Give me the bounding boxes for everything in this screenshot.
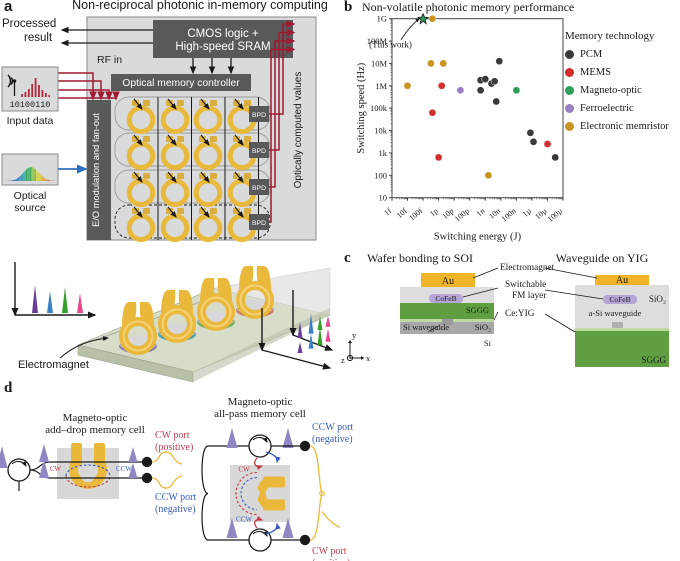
svg-text:Input data: Input data: [7, 115, 54, 127]
svg-text:1f: 1f: [382, 206, 393, 217]
svg-text:100p: 100p: [453, 206, 471, 223]
svg-text:Switching energy (J): Switching energy (J): [434, 232, 522, 243]
svg-text:Electromagnet: Electromagnet: [18, 359, 89, 371]
svg-text:source: source: [14, 202, 46, 214]
svg-text:a-Si waveguide: a-Si waveguide: [589, 308, 642, 318]
svg-text:10100110: 10100110: [10, 100, 51, 110]
svg-text:CMOS logic +: CMOS logic +: [187, 28, 259, 40]
svg-text:10n: 10n: [487, 206, 502, 221]
svg-text:Switching speed (Hz): Switching speed (Hz): [356, 62, 367, 153]
svg-text:1M: 1M: [375, 81, 387, 91]
svg-text:Si waveguide: Si waveguide: [403, 322, 449, 332]
svg-text:BPD: BPD: [252, 220, 266, 227]
svg-text:SiO₂: SiO₂: [649, 294, 666, 304]
svg-text:10f: 10f: [395, 206, 409, 220]
svg-text:y: y: [352, 330, 357, 340]
svg-text:Waveguide on YIG: Waveguide on YIG: [556, 251, 649, 265]
svg-text:1G: 1G: [377, 14, 387, 24]
svg-text:Optical: Optical: [14, 190, 47, 202]
svg-text:10k: 10k: [374, 126, 388, 136]
svg-text:add–drop memory cell: add–drop memory cell: [45, 424, 145, 436]
svg-text:Si: Si: [484, 338, 492, 348]
svg-text:Au: Au: [616, 275, 628, 286]
svg-text:SGGG: SGGG: [641, 355, 666, 365]
svg-text:RF in: RF in: [97, 54, 122, 66]
svg-text:CW: CW: [50, 465, 62, 473]
svg-text:(negative): (negative): [155, 504, 196, 515]
svg-text:CCW port: CCW port: [155, 492, 196, 503]
svg-text:(This work): (This work): [369, 40, 412, 50]
svg-text:FM layer: FM layer: [512, 291, 547, 301]
svg-text:High-speed SRAM: High-speed SRAM: [175, 41, 270, 53]
svg-text:SiO₂: SiO₂: [475, 322, 491, 332]
svg-text:result: result: [24, 32, 53, 44]
svg-text:1n: 1n: [475, 206, 487, 218]
svg-text:(negative): (negative): [312, 434, 353, 445]
svg-text:a: a: [4, 0, 13, 15]
svg-text:1p: 1p: [428, 206, 440, 218]
svg-text:z: z: [341, 355, 345, 365]
svg-text:100µ: 100µ: [546, 206, 565, 224]
svg-text:d: d: [4, 380, 13, 396]
svg-text:100: 100: [374, 170, 387, 180]
svg-text:CCW: CCW: [236, 516, 252, 524]
svg-text:x: x: [366, 353, 371, 363]
svg-text:10M: 10M: [371, 58, 388, 68]
svg-text:CoFeB: CoFeB: [609, 295, 630, 304]
svg-text:Wafer bonding to SOI: Wafer bonding to SOI: [367, 251, 473, 265]
svg-text:Switchable: Switchable: [505, 280, 546, 290]
svg-text:b: b: [344, 0, 352, 15]
svg-text:all-pass memory cell: all-pass memory cell: [214, 408, 306, 420]
svg-text:BPD: BPD: [252, 112, 266, 119]
svg-text:Optical memory controller: Optical memory controller: [122, 78, 240, 89]
svg-text:CCW: CCW: [116, 465, 132, 473]
svg-text:1k: 1k: [379, 148, 388, 158]
svg-text:Electromagnet: Electromagnet: [500, 263, 555, 273]
svg-text:1µ: 1µ: [521, 206, 534, 219]
svg-text:Processed: Processed: [2, 18, 56, 30]
svg-text:BPD: BPD: [252, 148, 266, 155]
svg-text:c: c: [344, 250, 351, 266]
svg-text:BPD: BPD: [252, 185, 266, 192]
svg-text:Magneto-optic: Magneto-optic: [63, 412, 128, 424]
svg-text:CW port: CW port: [312, 546, 347, 557]
svg-text:100f: 100f: [407, 206, 424, 223]
svg-text:E/O modulation and fan-out: E/O modulation and fan-out: [91, 113, 101, 227]
svg-text:100n: 100n: [500, 206, 518, 223]
svg-text:(positive): (positive): [155, 442, 193, 453]
svg-text:CW port: CW port: [155, 430, 190, 441]
svg-text:100k: 100k: [370, 103, 388, 113]
svg-text:CW: CW: [238, 466, 250, 474]
svg-text:10p: 10p: [441, 206, 456, 221]
svg-text:Ce:YIG: Ce:YIG: [505, 309, 535, 319]
svg-text:Optically computed values: Optically computed values: [293, 72, 304, 189]
svg-text:Magneto-optic: Magneto-optic: [228, 396, 293, 408]
svg-text:CCW port: CCW port: [312, 422, 353, 433]
svg-text:SGGG: SGGG: [466, 305, 489, 315]
svg-text:Non-volatile photonic memory p: Non-volatile photonic memory performance: [362, 0, 574, 14]
svg-text:CoFeB: CoFeB: [435, 294, 456, 303]
svg-text:10: 10: [379, 193, 388, 203]
svg-text:Au: Au: [442, 276, 454, 287]
svg-text:Non-reciprocal photonic in-mem: Non-reciprocal photonic in-memory comput…: [72, 0, 328, 12]
